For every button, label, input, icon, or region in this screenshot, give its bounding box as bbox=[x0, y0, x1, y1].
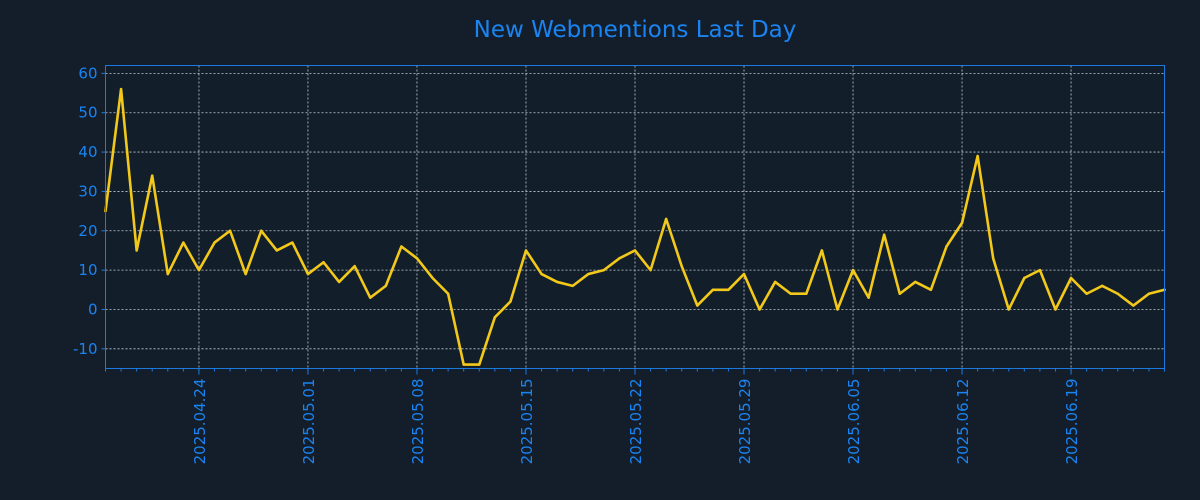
y-tick-label: 0 bbox=[88, 300, 98, 318]
data-point bbox=[446, 292, 450, 295]
data-point bbox=[836, 308, 839, 311]
data-point bbox=[711, 288, 715, 291]
data-point bbox=[415, 257, 419, 260]
data-point bbox=[789, 292, 792, 295]
data-point bbox=[914, 280, 917, 284]
data-point bbox=[462, 363, 465, 366]
y-tick-label: 30 bbox=[78, 182, 97, 200]
data-point bbox=[493, 316, 497, 319]
x-tick-label: 2025.04.24 bbox=[191, 379, 209, 465]
y-tick-label: 10 bbox=[78, 261, 97, 279]
x-tick-label: 2025.05.15 bbox=[518, 379, 536, 465]
data-point bbox=[820, 249, 824, 252]
data-point bbox=[1023, 276, 1026, 280]
data-point bbox=[369, 296, 372, 299]
data-point bbox=[1038, 268, 1042, 272]
x-tick-label: 2025.05.08 bbox=[409, 379, 427, 465]
data-point bbox=[1069, 276, 1073, 280]
tick-labels: -10 0 10 20 30 40 50 60 2025.04.24 2025.05.01 2025… bbox=[73, 64, 1081, 464]
y-tick-label: 60 bbox=[78, 64, 97, 82]
data-point bbox=[400, 245, 403, 248]
data-point bbox=[867, 296, 870, 299]
data-point bbox=[664, 217, 668, 221]
data-point bbox=[1085, 292, 1088, 295]
chart-title: New Webmentions Last Day bbox=[474, 17, 797, 43]
data-point bbox=[322, 261, 325, 264]
grid-lines bbox=[105, 65, 1165, 369]
data-point bbox=[1116, 292, 1119, 295]
data-point bbox=[805, 292, 808, 295]
data-point bbox=[119, 87, 123, 91]
x-tick-label: 2025.05.29 bbox=[736, 379, 754, 465]
data-point bbox=[384, 284, 388, 288]
data-point bbox=[291, 241, 294, 244]
data-point bbox=[213, 241, 216, 244]
data-point bbox=[991, 257, 995, 260]
data-point bbox=[275, 249, 279, 252]
x-tick-label: 2025.06.19 bbox=[1063, 379, 1081, 465]
data-point bbox=[602, 268, 606, 272]
data-point bbox=[244, 272, 247, 276]
data-point bbox=[555, 280, 559, 284]
data-point bbox=[976, 154, 979, 158]
x-tick-label: 2025.06.05 bbox=[845, 379, 863, 465]
data-point bbox=[1101, 284, 1104, 288]
data-point bbox=[929, 288, 933, 291]
data-point bbox=[649, 268, 652, 272]
data-point bbox=[197, 268, 201, 272]
data-point bbox=[1007, 308, 1010, 311]
data-point bbox=[727, 288, 730, 291]
data-point bbox=[306, 272, 310, 276]
data-point bbox=[540, 272, 543, 276]
y-tick-label: 40 bbox=[78, 143, 97, 161]
data-point bbox=[182, 241, 185, 244]
data-point bbox=[773, 280, 777, 284]
x-tick-label: 2025.06.12 bbox=[954, 379, 972, 465]
data-point bbox=[135, 249, 138, 252]
data-point bbox=[1147, 292, 1151, 295]
data-point bbox=[337, 280, 341, 284]
data-point bbox=[1132, 304, 1135, 307]
series-layer bbox=[104, 87, 1166, 366]
data-point bbox=[509, 300, 512, 303]
y-tick-label: 50 bbox=[78, 104, 97, 122]
plot-frame bbox=[105, 65, 1165, 369]
data-point bbox=[960, 221, 964, 225]
data-point bbox=[431, 276, 434, 280]
data-point bbox=[633, 249, 637, 252]
data-point bbox=[680, 264, 683, 268]
data-point bbox=[587, 272, 590, 276]
x-tick-label: 2025.05.22 bbox=[627, 379, 645, 465]
data-point bbox=[524, 249, 528, 252]
data-point bbox=[353, 264, 356, 268]
data-point bbox=[696, 304, 699, 307]
data-point bbox=[618, 257, 621, 260]
y-tick-label: 20 bbox=[78, 222, 97, 240]
data-point bbox=[945, 245, 948, 248]
data-point bbox=[571, 284, 574, 288]
data-point bbox=[898, 292, 901, 295]
data-point bbox=[742, 272, 746, 276]
x-tick-label: 2025.05.01 bbox=[300, 379, 318, 465]
data-point bbox=[151, 174, 154, 177]
data-point bbox=[851, 268, 855, 272]
data-point bbox=[228, 229, 232, 232]
data-point bbox=[260, 229, 263, 232]
data-point bbox=[166, 272, 169, 276]
data-point bbox=[758, 308, 761, 311]
y-tick-label: -10 bbox=[73, 340, 98, 358]
data-point bbox=[478, 363, 481, 366]
data-point bbox=[1054, 308, 1057, 311]
data-point bbox=[882, 233, 886, 236]
